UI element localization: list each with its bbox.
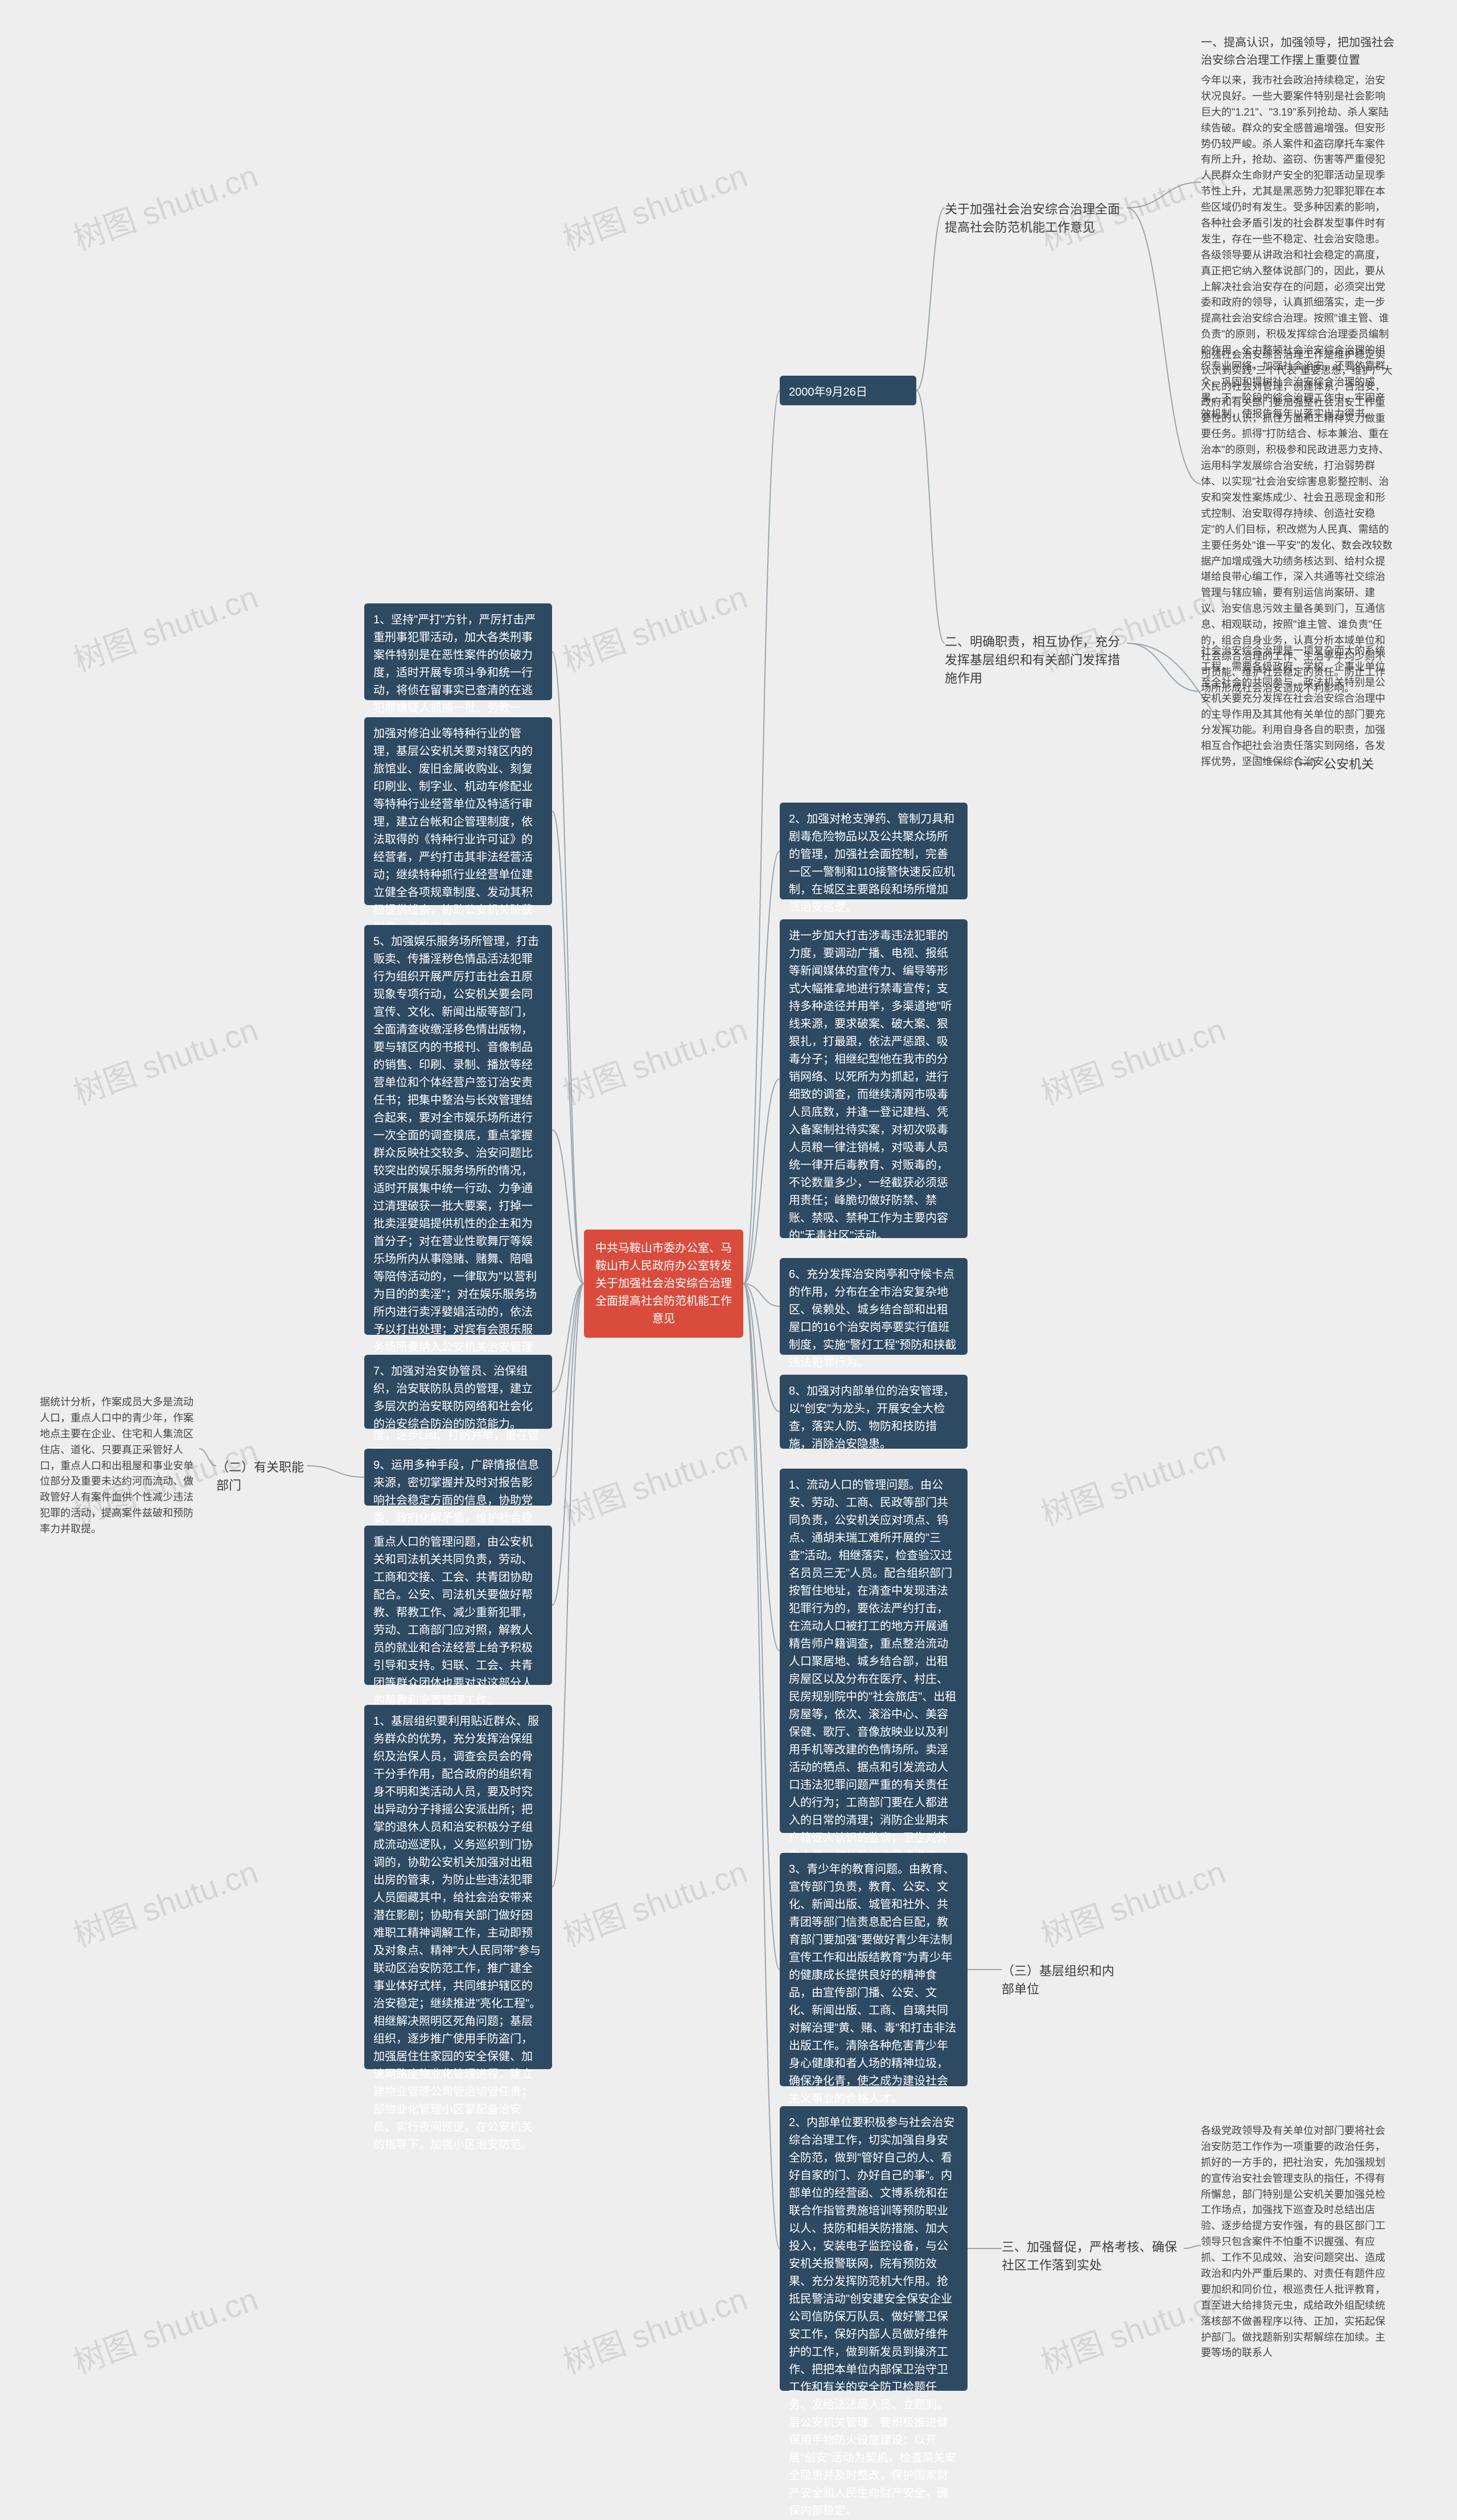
right-item-2: 6、充分发挥治安岗亭和守候卡点的作用，分布在全市治安复杂地区、侯赖处、城乡结合部… [780,1258,968,1355]
section-1-text: 关于加强社会治安综合治理全面提高社会防范机能工作意见 [945,202,1120,235]
date-label: 2000年9月26日 [789,386,867,398]
left-item-1: 加强对修泊业等特种行业的管理，基层公安机关要对辖区内的旅馆业、废旧金属收购业、刻… [364,717,552,905]
watermark: 树图 shutu.cn [555,1847,753,1956]
watermark: 树图 shutu.cn [1034,1425,1231,1535]
left-item-3: 7、加强对治安协管员、治保组织，治安联防队员的管理，建立多层次的治安联防网络和社… [364,1355,552,1429]
watermark: 树图 shutu.cn [555,150,753,260]
section-2-sub: （一）公安机关 [1286,754,1389,772]
right-item-5: 3、青少年的教育问题。由教育、宣传部门负责，教育、公安、文化、新闻出版、城管和社… [780,1853,968,2086]
left-item-0: 1、坚持"严打"方针，严厉打击严重刑事犯罪活动，加大各类刑事案件特别是在恶性案件… [364,603,552,700]
section-2-text: 二、明确职责，相互协作，充分发挥基层组织和有关部门发挥措施作用 [945,635,1120,685]
section-3-leaf-body: 各级党政领导及有关单位对部门要将社会治安防范工作作为一项重要的政治任务，抓好的一… [1201,2123,1394,2361]
watermark: 树图 shutu.cn [555,2274,753,2383]
section-1-label: 关于加强社会治安综合治理全面提高社会防范机能工作意见 [945,199,1127,236]
section-3-label: 三、加强督促，严格考核、确保社区工作落到实处 [1002,2237,1184,2274]
date-node: 2000年9月26日 [780,376,916,405]
root-label: 中共马鞍山市委办公室、马鞍山市人民政府办公室转发关于加强社会治安综合治理全面提高… [593,1240,734,1328]
watermark: 树图 shutu.cn [555,572,753,681]
left-item-4: 9、运用多种手段，广辟情报信息来源，密切掌握并及时对报告影响社会稳定方面的信息，… [364,1449,552,1506]
left-section-label: （二）有关职能部门 [216,1457,307,1494]
watermark: 树图 shutu.cn [1034,1004,1231,1113]
right-item-3: 8、加强对内部单位的治安管理，以"创安"为龙头，开展安全大检查，落实人防、物防和… [780,1375,968,1449]
root-node: 中共马鞍山市委办公室、马鞍山市人民政府办公室转发关于加强社会治安综合治理全面提高… [584,1230,743,1338]
right-item-0: 2、加强对枪支弹药、管制刀具和剧毒危险物品以及公共聚众场所的管理，加强社会面控制… [780,803,968,899]
watermark: 树图 shutu.cn [66,2274,264,2383]
right-item-1: 进一步加大打击涉毒违法犯罪的力度，要调动广播、电视、报纸等新闻媒体的宣传力、编导… [780,919,968,1238]
section-1-leaf-0-header: 一、提高认识，加强领导，把加强社会治安综合治理工作摆上重要位置 [1201,34,1394,69]
right-item-6: 2、内部单位要积极参与社会治安综合治理工作，切实加强自身安全防范，做到"管好自己… [780,2106,968,2391]
section-2-leaf-body: 社会治安综合治理是一项复杂而大的系统工程，需要各级政府、学校、企事业单位至全社会… [1201,643,1394,770]
section-3-text: 三、加强督促，严格考核、确保社区工作落到实处 [1002,2240,1177,2272]
section-1-leaf-1: 加强社会治安综合治理工作是维护稳定实认识到实践"三个代表"重要思想，维护广大人民… [1201,347,1394,620]
watermark: 树图 shutu.cn [1034,1847,1231,1956]
section-2-sub-text: （一）公安机关 [1286,757,1374,771]
section-2-extra-text: （三）基层组织和内部单位 [1002,1964,1114,1996]
mindmap-canvas: { "colors": { "bg":"#eeeeee", "dark":"#2… [0,0,1457,2463]
watermark: 树图 shutu.cn [66,572,264,681]
section-1-leaf-0: 一、提高认识，加强领导，把加强社会治安综合治理工作摆上重要位置 今年以来，我市社… [1201,34,1394,330]
right-item-4: 1、流动人口的管理问题。由公安、劳动、工商、民政等部门共同负责，公安机关应对项点… [780,1469,968,1833]
watermark: 树图 shutu.cn [66,150,264,260]
watermark: 树图 shutu.cn [66,1847,264,1956]
left-item-5: 重点人口的管理问题，由公安机关和司法机关共同负责，劳动、工商和交接、工会、共青团… [364,1526,552,1685]
watermark: 树图 shutu.cn [555,1425,753,1535]
left-section-leaf: 据统计分析，作案成员大多是流动人口，重点人口中的青少年，作案地点主要在企业、住宅… [40,1395,199,1503]
watermark: 树图 shutu.cn [66,1004,264,1113]
section-2-leaf: 社会治安综合治理是一项复杂而大的系统工程，需要各级政府、学校、企事业单位至全社会… [1201,643,1394,740]
left-item-2: 5、加强娱乐服务场所管理，打击贩卖、传播淫秽色情品活法犯罪行为组织开展严厉打击社… [364,925,552,1335]
section-2-label: 二、明确职责，相互协作，充分发挥基层组织和有关部门发挥措施作用 [945,632,1127,686]
section-3-leaf: 各级党政领导及有关单位对部门要将社会治安防范工作作为一项重要的政治任务，抓好的一… [1201,2123,1394,2368]
left-item-6: 1、基层组织要利用贴近群众、服务群众的优势，充分发挥治保组织及治保人员，调查会员… [364,1705,552,2069]
left-section-text: （二）有关职能部门 [216,1460,304,1493]
watermark: 树图 shutu.cn [555,1004,753,1113]
section-2-extra: （三）基层组织和内部单位 [1002,1961,1116,1997]
left-section-leaf-body: 据统计分析，作案成员大多是流动人口，重点人口中的青少年，作案地点主要在企业、住宅… [40,1395,199,1538]
